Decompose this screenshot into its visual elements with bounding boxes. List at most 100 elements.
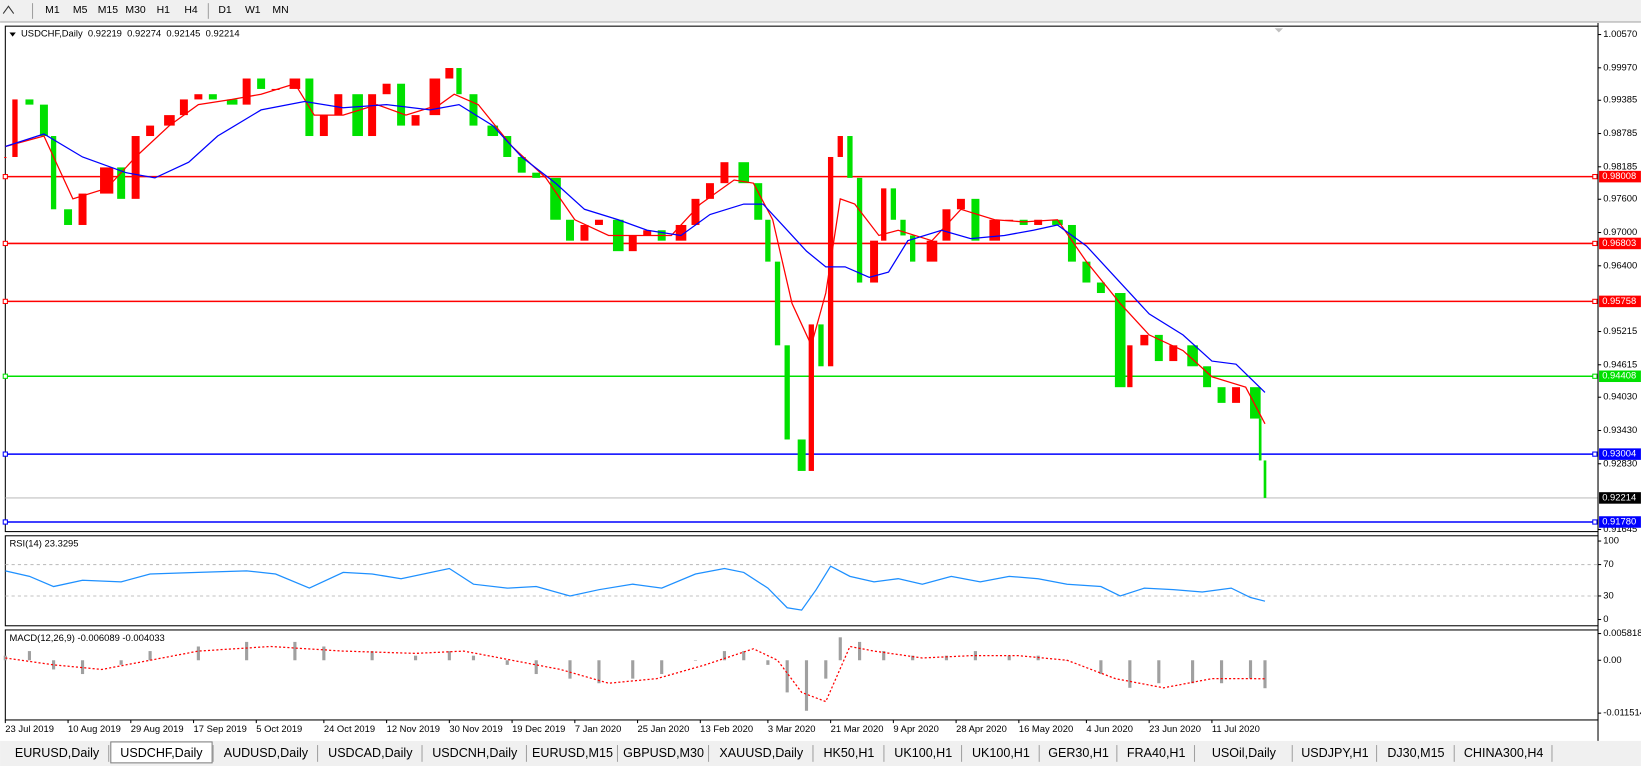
candle-body (487, 125, 499, 137)
candle-body (164, 115, 175, 126)
tab-label[interactable]: EURUSD,Daily (15, 746, 100, 760)
timeframe-button[interactable]: M5 (73, 5, 88, 16)
tab-box[interactable] (1196, 744, 1292, 762)
symbol-tab[interactable]: GER30,H1 (1041, 744, 1116, 762)
candle-body (1217, 387, 1226, 403)
histogram-bar (858, 641, 862, 661)
tab-label[interactable]: USOil,Daily (1212, 746, 1277, 760)
timeframe-label[interactable]: M30 (125, 5, 146, 16)
tab-box[interactable] (1041, 744, 1116, 762)
symbol-tab[interactable]: UK100,H1 (886, 744, 961, 762)
tab-label[interactable]: GBPUSD,M30 (623, 746, 704, 760)
candle-body (503, 136, 512, 157)
timeframe-label[interactable]: M5 (73, 5, 88, 16)
timeframe-button[interactable]: M30 (125, 5, 146, 16)
symbol-tab[interactable]: GBPUSD,M30 (619, 744, 708, 762)
timeframe-label[interactable]: H1 (157, 5, 171, 16)
candle-body (100, 167, 114, 194)
tab-label[interactable]: EURUSD,M15 (532, 746, 613, 760)
candle-body (910, 235, 916, 262)
timeframe-label[interactable]: M15 (98, 5, 119, 16)
histogram-bar (693, 660, 698, 661)
quote-high: 0.92274 (127, 28, 161, 39)
tab-box[interactable] (528, 744, 617, 762)
symbol-tab[interactable]: DJ30,M15 (1378, 744, 1454, 762)
timeframe-button[interactable]: M1 (45, 5, 60, 16)
tab-label[interactable]: DJ30,M15 (1387, 746, 1444, 760)
timeframe-button[interactable]: W1 (245, 5, 261, 16)
timeframe-label[interactable]: D1 (218, 5, 232, 16)
timeframe-button[interactable]: M15 (98, 5, 119, 16)
histogram-bar (742, 651, 746, 661)
tab-label[interactable]: USDCAD,Daily (328, 746, 413, 760)
symbol-tab[interactable]: USOil,Daily (1196, 744, 1292, 762)
candle-body (117, 167, 126, 199)
symbol-tab[interactable]: EURUSD,Daily (6, 744, 108, 762)
candle-body (78, 193, 87, 225)
tab-box[interactable] (1456, 744, 1551, 762)
tab-label[interactable]: CHINA300,H4 (1464, 746, 1544, 760)
symbol-tab[interactable]: AUDUSD,Daily (215, 744, 317, 762)
tab-label[interactable]: UK100,H1 (972, 746, 1030, 760)
tab-box[interactable] (6, 744, 108, 762)
tab-box[interactable] (1294, 744, 1376, 762)
indicator-line (5, 82, 1266, 425)
tab-label[interactable]: FRA40,H1 (1127, 746, 1186, 760)
tab-box[interactable] (886, 744, 961, 762)
level-handle (1592, 373, 1598, 379)
symbol-tab[interactable]: USDCHF,Daily (110, 741, 213, 764)
timeframe-label[interactable]: H4 (184, 5, 198, 16)
timeframe-label[interactable]: W1 (245, 5, 261, 16)
tab-box[interactable] (710, 744, 812, 762)
tab-box[interactable] (619, 744, 708, 762)
tab-box[interactable] (1118, 744, 1194, 762)
timeframe-button[interactable]: H4 (184, 5, 198, 16)
x-tick-label: 17 Sep 2019 (194, 723, 247, 734)
tab-box[interactable] (110, 741, 213, 764)
tab-label[interactable]: USDCNH,Daily (432, 746, 518, 760)
candle-body (397, 83, 406, 126)
histogram-bar (1128, 660, 1132, 688)
candle-body (1096, 282, 1105, 294)
timeframe-button[interactable]: H1 (157, 5, 171, 16)
tab-label[interactable]: XAUUSD,Daily (719, 746, 803, 760)
tab-box[interactable] (424, 744, 526, 762)
symbol-tab[interactable]: FRA40,H1 (1118, 744, 1194, 762)
level-handle (2, 373, 8, 379)
timeframe-label[interactable]: MN (272, 5, 288, 16)
symbol-tab[interactable]: USDCAD,Daily (319, 744, 421, 762)
symbol-tab[interactable]: USDJPY,H1 (1294, 744, 1376, 762)
symbol-tab[interactable]: HK50,H1 (815, 744, 883, 762)
symbol-tab[interactable]: EURUSD,M15 (528, 744, 617, 762)
timeframe-label[interactable]: M1 (45, 5, 60, 16)
tab-label[interactable]: USDCHF,Daily (120, 746, 203, 760)
tab-label[interactable]: AUDUSD,Daily (224, 746, 309, 760)
tab-box[interactable] (1378, 744, 1454, 762)
candle-body (1203, 366, 1212, 388)
candle-body (50, 136, 57, 210)
chart-menu-arrow[interactable] (9, 32, 16, 37)
candle-body (971, 198, 980, 241)
tab-box[interactable] (319, 744, 421, 762)
tab-box[interactable] (815, 744, 883, 762)
tab-label[interactable]: USDJPY,H1 (1301, 746, 1368, 760)
tab-label[interactable]: HK50,H1 (824, 746, 875, 760)
symbol-tab[interactable]: XAUUSD,Daily (710, 744, 812, 762)
symbol-tab[interactable]: UK100,H1 (963, 744, 1039, 762)
tab-label[interactable]: UK100,H1 (894, 746, 952, 760)
tab-label[interactable]: GER30,H1 (1048, 746, 1109, 760)
tool-icon[interactable] (2, 5, 15, 14)
tab-box[interactable] (215, 744, 317, 762)
level-box (1599, 370, 1641, 383)
timeframe-button[interactable]: MN (272, 5, 288, 16)
symbol-tab[interactable]: USDCNH,Daily (424, 744, 526, 762)
candle-body (818, 324, 824, 367)
y-tick-label: 0.91645 (1603, 523, 1637, 534)
x-tick-label: 9 Apr 2020 (893, 723, 939, 734)
tab-box[interactable] (963, 744, 1039, 762)
level-label: 0.96803 (1602, 237, 1636, 248)
timeframe-button[interactable]: D1 (218, 5, 232, 16)
symbol-tab[interactable]: CHINA300,H4 (1456, 744, 1551, 762)
